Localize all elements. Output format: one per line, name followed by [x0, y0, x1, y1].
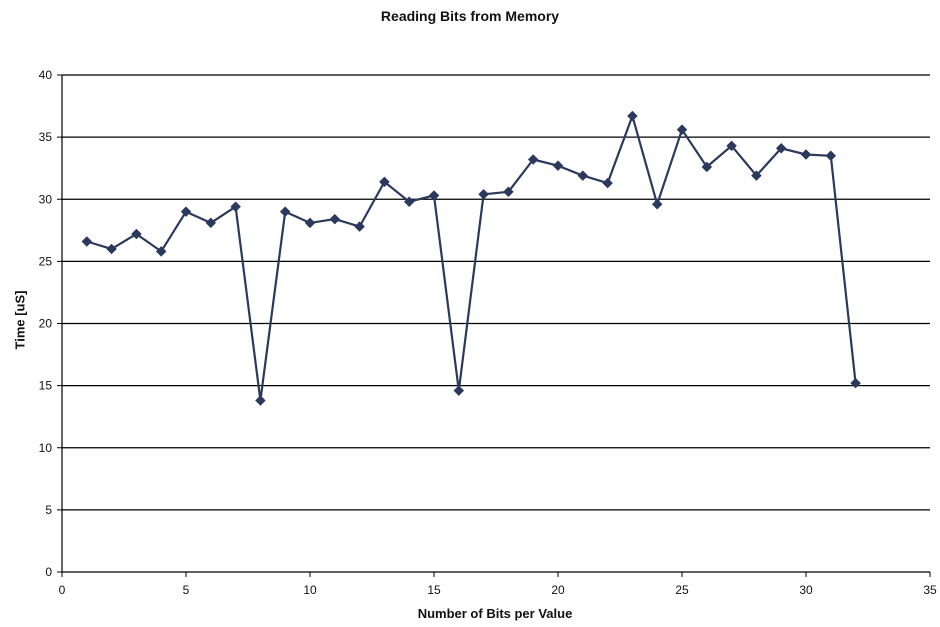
- data-point-2: [106, 243, 117, 255]
- chart-title: Reading Bits from Memory: [380, 8, 560, 24]
- y-tick-label-15: 15: [39, 379, 53, 393]
- data-point-8: [255, 395, 266, 406]
- data-point-24: [651, 198, 663, 210]
- y-tick-label-0: 0: [45, 565, 52, 579]
- data-point-29: [775, 142, 787, 154]
- data-point-21: [577, 170, 589, 181]
- data-point-30: [800, 149, 812, 160]
- data-point-11: [329, 213, 341, 225]
- data-point-6: [205, 217, 217, 229]
- x-axis-label: Number of Bits per Value: [417, 606, 573, 621]
- data-point-13: [379, 176, 390, 188]
- data-point-26: [701, 161, 713, 173]
- x-tick-label-5: 5: [183, 583, 190, 597]
- y-tick-label-40: 40: [39, 68, 53, 82]
- data-point-22: [602, 177, 613, 189]
- data-point-12: [354, 221, 365, 232]
- data-point-25: [676, 124, 688, 136]
- data-point-32: [850, 377, 861, 389]
- x-tick-label-30: 30: [799, 583, 813, 597]
- x-tick-label-25: 25: [675, 583, 689, 597]
- x-tick-label-15: 15: [427, 583, 441, 597]
- y-tick-label-25: 25: [39, 254, 53, 268]
- data-point-16: [453, 385, 465, 396]
- data-point-31: [825, 150, 837, 162]
- y-tick-label-35: 35: [39, 130, 53, 144]
- data-point-19: [527, 154, 539, 165]
- data-point-17: [478, 188, 489, 200]
- data-point-10: [304, 217, 316, 229]
- y-tick-label-10: 10: [39, 441, 53, 455]
- data-point-9: [279, 206, 291, 218]
- data-point-27: [726, 140, 737, 152]
- data-point-18: [503, 186, 514, 198]
- data-point-5: [180, 206, 192, 218]
- data-point-15: [428, 190, 440, 201]
- data-point-23: [627, 110, 638, 122]
- y-tick-label-5: 5: [45, 503, 52, 517]
- data-point-3: [131, 228, 142, 240]
- x-tick-label-20: 20: [551, 583, 565, 597]
- x-tick-label-10: 10: [303, 583, 317, 597]
- data-point-7: [230, 201, 241, 213]
- y-tick-label-30: 30: [39, 192, 53, 206]
- x-tick-label-0: 0: [59, 583, 66, 597]
- data-point-4: [155, 246, 167, 257]
- data-point-28: [751, 170, 762, 181]
- data-point-1: [81, 236, 93, 247]
- data-point-14: [403, 196, 415, 208]
- series-line-0: [86, 114, 857, 402]
- y-tick-label-20: 20: [39, 317, 53, 331]
- data-point-20: [552, 160, 564, 172]
- x-tick-label-35: 35: [923, 583, 937, 597]
